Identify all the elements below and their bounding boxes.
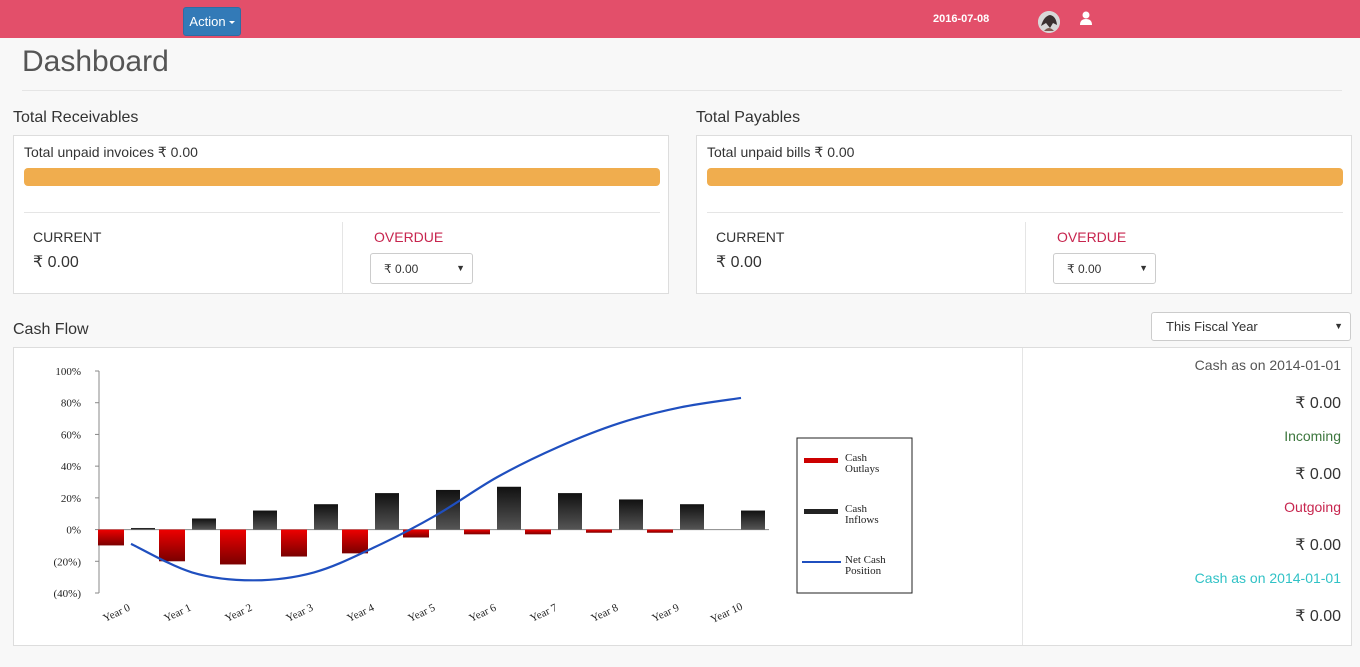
divider xyxy=(1025,222,1026,294)
line-net-cash-position xyxy=(130,396,742,582)
x-tick-label: Year 8 xyxy=(589,602,620,625)
x-tick-label: Year 10 xyxy=(709,600,745,625)
bar-cash-inflows xyxy=(680,504,704,530)
x-tick-label: Year 7 xyxy=(528,602,559,625)
bar-cash-outlays xyxy=(98,529,124,546)
payables-title: Total Payables xyxy=(696,109,801,126)
y-tick-label: (40%) xyxy=(54,588,82,600)
x-tick-label: Year 6 xyxy=(467,602,498,625)
page-title: Dashboard xyxy=(22,45,169,78)
user-icon[interactable] xyxy=(1080,11,1092,25)
divider xyxy=(1022,348,1023,645)
outgoing-value: ₹ 0.00 xyxy=(1295,537,1341,554)
fiscal-year-select-value: This Fiscal Year xyxy=(1166,319,1258,334)
x-tick-label: Year 1 xyxy=(162,602,193,625)
divider xyxy=(24,212,660,213)
y-tick-label: (20%) xyxy=(54,556,82,568)
y-tick-label: 100% xyxy=(55,366,81,378)
bar-cash-inflows xyxy=(619,499,643,530)
cash-start-label: Cash as on 2014-01-01 xyxy=(1194,357,1341,373)
bar-cash-outlays xyxy=(586,529,612,533)
legend-label: Cash Outlays xyxy=(845,452,879,475)
y-tick-label: 40% xyxy=(61,461,81,473)
cashflow-panel: 100% 80% 60% 40% 20% 0% (20%) (40%) Year 0 Year 1… xyxy=(13,347,1352,646)
y-tick-label: 20% xyxy=(61,493,81,505)
current-label: CURRENT xyxy=(33,229,102,245)
y-tick-label: 80% xyxy=(61,398,81,410)
bar-cash-outlays xyxy=(342,529,368,554)
x-tick-label: Year 2 xyxy=(223,602,254,625)
chevron-down-icon: ▼ xyxy=(1139,263,1148,273)
incoming-label: Incoming xyxy=(1284,428,1341,444)
legend-label: Net Cash Position xyxy=(845,554,886,577)
y-tick-label: 0% xyxy=(66,525,81,537)
receivables-title: Total Receivables xyxy=(13,109,139,126)
outgoing-label: Outgoing xyxy=(1284,499,1341,515)
action-button-label: Action xyxy=(189,14,226,29)
cash-end-label: Cash as on 2014-01-01 xyxy=(1194,570,1341,586)
current-value: ₹ 0.00 xyxy=(33,254,79,271)
current-value: ₹ 0.00 xyxy=(716,254,762,271)
x-tick-label: Year 4 xyxy=(345,602,376,625)
current-date: 2016-07-08 xyxy=(933,13,990,25)
legend-swatch xyxy=(804,458,838,463)
legend-label: Cash Inflows xyxy=(845,503,879,526)
payables-panel: Total unpaid bills ₹ 0.00 CURRENT ₹ 0.00… xyxy=(696,135,1352,294)
cash-start-value: ₹ 0.00 xyxy=(1295,395,1341,412)
overdue-label: OVERDUE xyxy=(374,229,444,245)
cashflow-chart: 100% 80% 60% 40% 20% 0% (20%) (40%) Year 0 Year 1… xyxy=(54,366,913,626)
bar-cash-inflows xyxy=(741,510,765,530)
receivables-progress-fill xyxy=(24,168,660,186)
cashflow-title: Cash Flow xyxy=(13,321,89,338)
overdue-select-value: ₹ 0.00 xyxy=(384,262,419,276)
bar-cash-inflows xyxy=(497,486,521,530)
current-label: CURRENT xyxy=(716,229,785,245)
x-tick-label: Year 9 xyxy=(650,602,681,625)
top-navbar: Action 2016-07-08 xyxy=(0,0,1360,38)
divider xyxy=(707,212,1343,213)
divider xyxy=(22,90,1342,91)
caret-down-icon xyxy=(228,21,235,25)
y-tick-label: 60% xyxy=(61,429,81,441)
receivables-progress-bar xyxy=(24,168,660,186)
bar-cash-outlays xyxy=(403,529,429,538)
bar-cash-inflows xyxy=(131,527,155,530)
bar-cash-inflows xyxy=(375,493,399,530)
overdue-select[interactable]: ₹ 0.00 ▼ xyxy=(1053,253,1156,284)
x-tick-label: Year 3 xyxy=(284,602,315,625)
payables-progress-bar xyxy=(707,168,1343,186)
unpaid-bills-label: Total unpaid bills ₹ 0.00 xyxy=(707,144,855,160)
receivables-panel: Total unpaid invoices ₹ 0.00 CURRENT ₹ 0… xyxy=(13,135,669,294)
chevron-down-icon: ▼ xyxy=(456,263,465,273)
overdue-select[interactable]: ₹ 0.00 ▼ xyxy=(370,253,473,284)
x-tick-label: Year 0 xyxy=(101,602,132,625)
bar-cash-inflows xyxy=(558,493,582,530)
overdue-select-value: ₹ 0.00 xyxy=(1067,262,1102,276)
bar-cash-outlays xyxy=(220,529,246,565)
bar-cash-outlays xyxy=(647,529,673,533)
chart-legend xyxy=(796,437,913,594)
action-dropdown-button[interactable]: Action xyxy=(183,7,241,36)
incoming-value: ₹ 0.00 xyxy=(1295,466,1341,483)
divider xyxy=(342,222,343,294)
chevron-down-icon: ▼ xyxy=(1334,321,1343,331)
avatar[interactable] xyxy=(1038,11,1060,33)
bar-cash-inflows xyxy=(192,518,216,530)
bar-cash-outlays xyxy=(159,529,185,562)
overdue-label: OVERDUE xyxy=(1057,229,1127,245)
bar-cash-inflows xyxy=(436,489,460,530)
payables-progress-fill xyxy=(707,168,1343,186)
bar-cash-outlays xyxy=(525,529,551,535)
legend-swatch xyxy=(804,509,838,514)
bar-cash-inflows xyxy=(314,504,338,530)
x-tick-label: Year 5 xyxy=(406,602,437,625)
bar-cash-outlays xyxy=(281,529,307,557)
bar-cash-outlays xyxy=(464,529,490,535)
fiscal-year-select[interactable]: This Fiscal Year ▼ xyxy=(1151,312,1351,341)
unpaid-invoices-label: Total unpaid invoices ₹ 0.00 xyxy=(24,144,198,160)
bar-cash-inflows xyxy=(253,510,277,530)
cash-end-value: ₹ 0.00 xyxy=(1295,608,1341,625)
